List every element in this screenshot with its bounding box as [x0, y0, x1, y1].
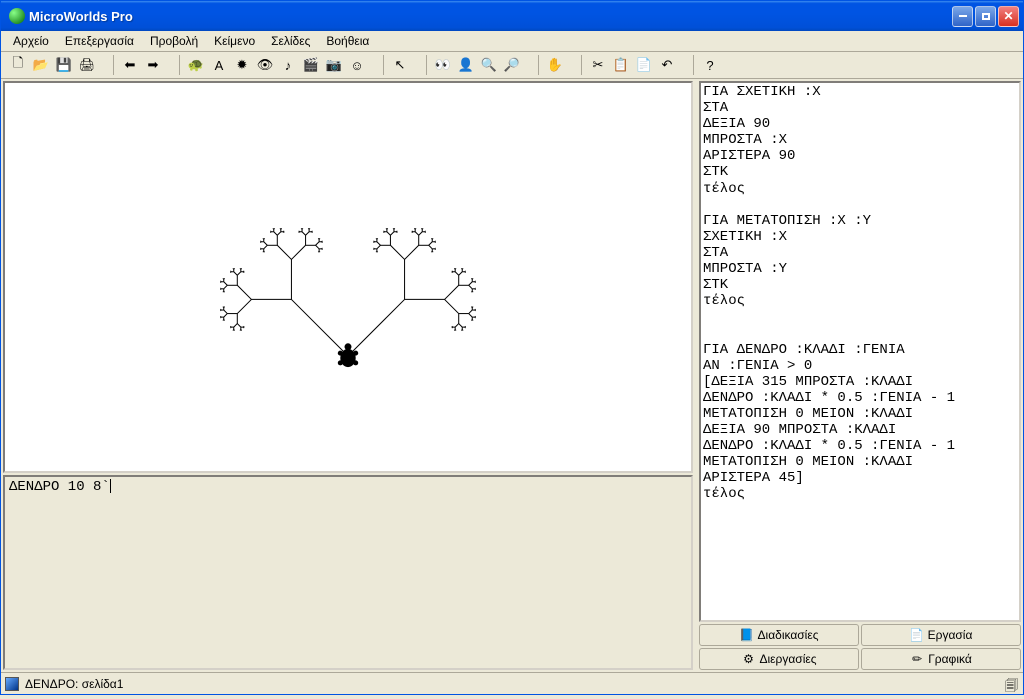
music-icon[interactable]: ♪	[277, 54, 299, 76]
titlebar: MicroWorlds Pro ✕	[1, 1, 1023, 31]
person-icon[interactable]: 👤	[455, 54, 477, 76]
undo-icon[interactable]: ↶	[656, 54, 678, 76]
menubar: ΑρχείοΕπεξεργασίαΠροβολήΚείμενοΣελίδεςΒο…	[1, 31, 1023, 52]
toolbar-separator	[383, 55, 384, 75]
statusbar: ΔΕΝΔΡΟ: σελίδα1 🗐	[1, 672, 1023, 694]
save-icon[interactable]: 💾	[53, 54, 75, 76]
project-button-icon: 📄	[910, 628, 924, 642]
camera-icon[interactable]: 📷	[323, 54, 345, 76]
procedures-button[interactable]: 📘 Διαδικασίες	[699, 624, 859, 646]
status-text: ΔΕΝΔΡΟ: σελίδα1	[25, 677, 123, 691]
toolbar-separator	[693, 55, 694, 75]
menu-επεξεργασία[interactable]: Επεξεργασία	[57, 32, 142, 50]
canvas-area[interactable]	[3, 81, 693, 473]
right-tab-buttons: 📘 Διαδικασίες 📄 Εργασία ⚙ Διεργασίες ✏ Γραφικά	[699, 624, 1021, 670]
procedures-button-label: Διαδικασίες	[758, 628, 819, 642]
shapes-icon[interactable]: ☺	[346, 54, 368, 76]
menu-σελίδες[interactable]: Σελίδες	[263, 32, 318, 50]
stop-icon[interactable]: ✋	[544, 54, 566, 76]
close-button[interactable]: ✕	[998, 6, 1019, 27]
processes-button-label: Διεργασίες	[760, 652, 817, 666]
toolbar-group-5: ✋	[544, 54, 566, 76]
procedures-button-icon: 📘	[740, 628, 754, 642]
app-icon	[9, 8, 25, 24]
menu-προβολή[interactable]: Προβολή	[142, 32, 206, 50]
graphics-button-label: Γραφικά	[928, 652, 972, 666]
toolbar-group-7: ?	[699, 54, 721, 76]
processes-button-icon: ⚙	[742, 652, 756, 666]
command-text: ΔΕΝΔΡΟ 10 8`	[9, 479, 110, 495]
pointer-icon[interactable]: ↖	[389, 54, 411, 76]
toolbar-group-3: ↖	[389, 54, 411, 76]
toolbar-group-0: 🗋📂💾🖨	[7, 54, 98, 76]
zoom-out-icon[interactable]: 🔎	[501, 54, 523, 76]
movie-icon[interactable]: 🎬	[300, 54, 322, 76]
turtle-icon	[338, 343, 358, 367]
project-button-label: Εργασία	[928, 628, 973, 642]
status-project-icon	[5, 677, 19, 691]
new-icon[interactable]: 🗋	[7, 54, 29, 76]
fractal-tree	[5, 83, 693, 471]
cut-icon[interactable]: ✂	[587, 54, 609, 76]
print-icon[interactable]: 🖨	[76, 54, 98, 76]
graphics-button[interactable]: ✏ Γραφικά	[861, 648, 1021, 670]
toolbar-separator	[581, 55, 582, 75]
left-pane: ΔΕΝΔΡΟ 10 8`	[1, 79, 699, 672]
menu-αρχείο[interactable]: Αρχείο	[5, 32, 57, 50]
toolbar-separator	[113, 55, 114, 75]
toolbar-group-2: 🐢A✹👁♪🎬📷☺	[185, 54, 368, 76]
toolbar: 🗋📂💾🖨 ⬅➡ 🐢A✹👁♪🎬📷☺ ↖ 👀👤🔍🔎 ✋ ✂📋📄↶?	[1, 52, 1023, 79]
zoom-in-icon[interactable]: 🔍	[478, 54, 500, 76]
show-icon[interactable]: 👀	[432, 54, 454, 76]
stamp-icon[interactable]: ✹	[231, 54, 253, 76]
toolbar-group-1: ⬅➡	[119, 54, 164, 76]
maximize-button[interactable]	[975, 6, 996, 27]
processes-button[interactable]: ⚙ Διεργασίες	[699, 648, 859, 670]
copy-icon[interactable]: 📋	[610, 54, 632, 76]
paste-icon[interactable]: 📄	[633, 54, 655, 76]
open-icon[interactable]: 📂	[30, 54, 52, 76]
menu-κείμενο[interactable]: Κείμενο	[206, 32, 263, 50]
window-title: MicroWorlds Pro	[29, 9, 952, 24]
toolbar-separator	[179, 55, 180, 75]
code-editor[interactable]: ΓΙΑ ΣΧΕΤΙΚΗ :X ΣΤΑ ΔΕΞΙΑ 90 ΜΠΡΟΣΤΑ :X Α…	[699, 81, 1021, 622]
menu-βοήθεια[interactable]: Βοήθεια	[318, 32, 377, 50]
help-icon[interactable]: ?	[699, 54, 721, 76]
turtle-icon[interactable]: 🐢	[185, 54, 207, 76]
textbox-icon[interactable]: A	[208, 54, 230, 76]
status-page-icon: 🗐	[1005, 677, 1019, 691]
main-area: ΔΕΝΔΡΟ 10 8` ΓΙΑ ΣΧΕΤΙΚΗ :X ΣΤΑ ΔΕΞΙΑ 90…	[1, 79, 1023, 672]
toolbar-separator	[538, 55, 539, 75]
toolbar-separator	[426, 55, 427, 75]
toolbar-group-4: 👀👤🔍🔎	[432, 54, 523, 76]
page-prev-icon[interactable]: ⬅	[119, 54, 141, 76]
toolbar-group-6: ✂📋📄↶	[587, 54, 678, 76]
right-pane: ΓΙΑ ΣΧΕΤΙΚΗ :X ΣΤΑ ΔΕΞΙΑ 90 ΜΠΡΟΣΤΑ :X Α…	[699, 81, 1021, 670]
text-caret	[110, 479, 111, 493]
minimize-button[interactable]	[952, 6, 973, 27]
graphics-button-icon: ✏	[910, 652, 924, 666]
command-area[interactable]: ΔΕΝΔΡΟ 10 8`	[3, 475, 693, 670]
window-buttons: ✕	[952, 6, 1019, 27]
page-next-icon[interactable]: ➡	[142, 54, 164, 76]
project-button[interactable]: 📄 Εργασία	[861, 624, 1021, 646]
eye-icon[interactable]: 👁	[254, 54, 276, 76]
